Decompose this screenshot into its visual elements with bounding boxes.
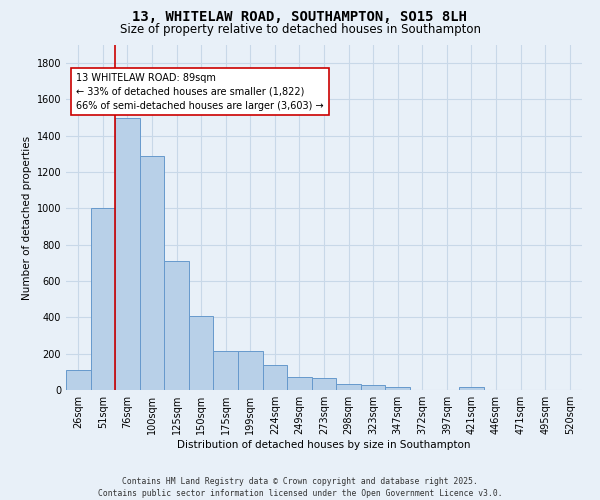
Bar bbox=[91, 208, 115, 390]
Bar bbox=[385, 388, 410, 390]
Bar bbox=[263, 366, 287, 390]
X-axis label: Distribution of detached houses by size in Southampton: Distribution of detached houses by size … bbox=[177, 440, 471, 450]
Bar bbox=[115, 118, 140, 390]
Bar bbox=[164, 261, 189, 390]
Y-axis label: Number of detached properties: Number of detached properties bbox=[22, 136, 32, 300]
Bar bbox=[287, 378, 312, 390]
Bar bbox=[238, 351, 263, 390]
Bar bbox=[66, 370, 91, 390]
Bar bbox=[361, 384, 385, 390]
Text: 13, WHITELAW ROAD, SOUTHAMPTON, SO15 8LH: 13, WHITELAW ROAD, SOUTHAMPTON, SO15 8LH bbox=[133, 10, 467, 24]
Bar bbox=[189, 316, 214, 390]
Text: 13 WHITELAW ROAD: 89sqm
← 33% of detached houses are smaller (1,822)
66% of semi: 13 WHITELAW ROAD: 89sqm ← 33% of detache… bbox=[76, 72, 324, 110]
Text: Contains HM Land Registry data © Crown copyright and database right 2025.
Contai: Contains HM Land Registry data © Crown c… bbox=[98, 476, 502, 498]
Bar bbox=[214, 351, 238, 390]
Bar bbox=[312, 378, 336, 390]
Bar bbox=[140, 156, 164, 390]
Bar bbox=[336, 384, 361, 390]
Bar bbox=[459, 388, 484, 390]
Text: Size of property relative to detached houses in Southampton: Size of property relative to detached ho… bbox=[119, 22, 481, 36]
